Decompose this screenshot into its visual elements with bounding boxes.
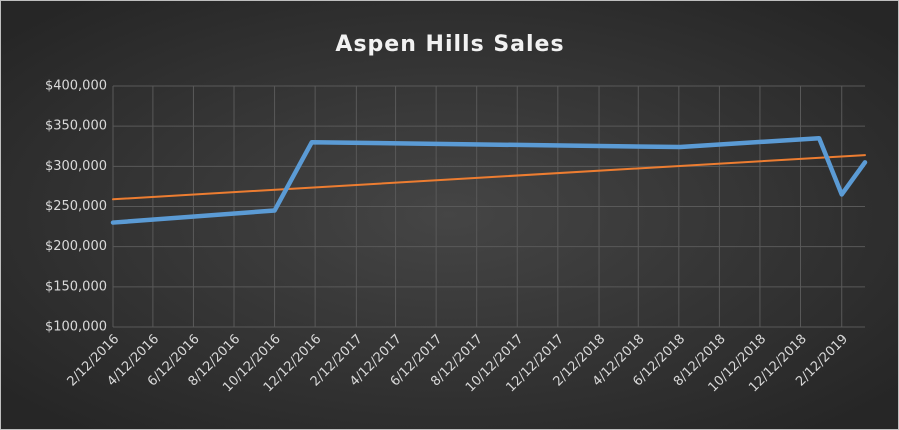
y-tick-label: $350,000 [45,119,107,134]
y-tick-label: $100,000 [45,320,107,335]
y-tick-label: $200,000 [45,239,107,254]
y-tick-label: $400,000 [45,79,107,94]
y-tick-label: $250,000 [45,199,107,214]
line [112,154,866,201]
chart-title: Aspen Hills Sales [335,32,564,57]
y-tick-label: $300,000 [45,159,107,174]
line [110,135,868,225]
y-tick-label: $150,000 [45,279,107,294]
